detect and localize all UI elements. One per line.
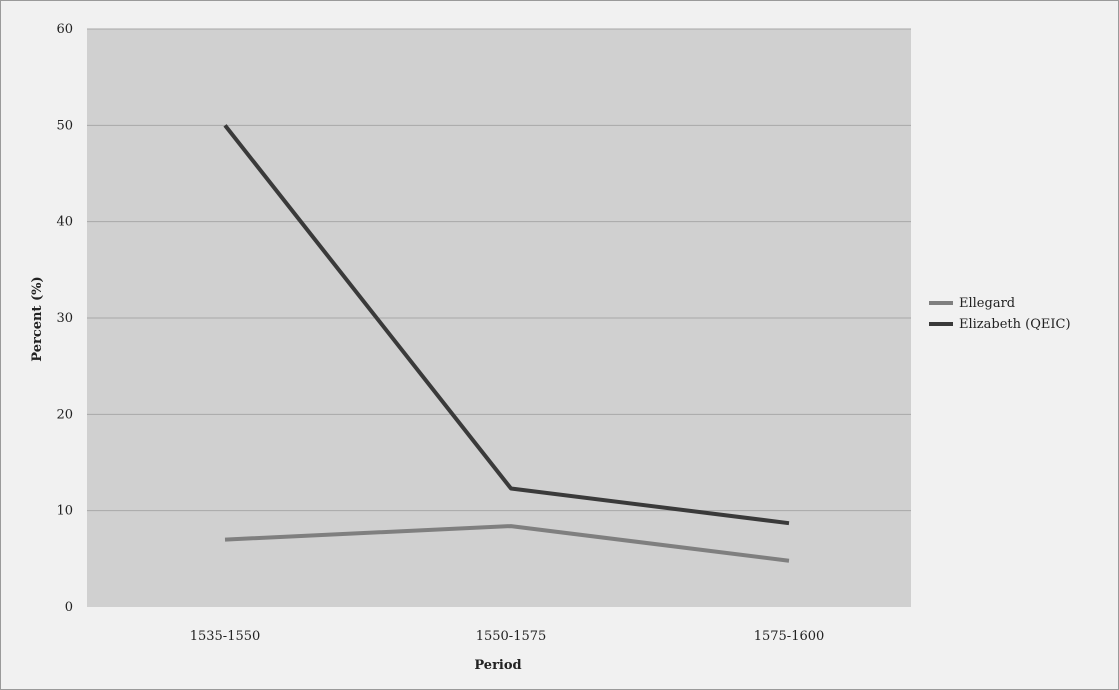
legend-entry: Ellegard (959, 296, 1015, 311)
x-tick-label: 1550-1575 (476, 629, 547, 644)
legend: Ellegard Elizabeth (QEIC) (929, 296, 1071, 332)
y-tick-label: 50 (56, 118, 73, 133)
y-tick-label: 10 (56, 504, 73, 519)
x-tick-label: 1535-1550 (190, 629, 261, 644)
y-tick-label: 60 (56, 22, 73, 37)
x-tick-label: 1575-1600 (754, 629, 825, 644)
x-axis-title: Period (474, 658, 521, 673)
y-tick-label: 20 (56, 407, 73, 422)
tick-labels: 0 10 20 30 40 50 60 1535-1550 1550-1575 1575-1600 (56, 22, 824, 644)
y-tick-label: 30 (56, 311, 73, 326)
y-tick-label: 0 (65, 600, 73, 615)
y-axis-title: Percent (%) (30, 276, 45, 361)
y-tick-label: 40 (56, 215, 73, 230)
legend-entry: Elizabeth (QEIC) (959, 317, 1071, 332)
series-lines (223, 124, 790, 563)
gridlines (87, 28, 911, 512)
